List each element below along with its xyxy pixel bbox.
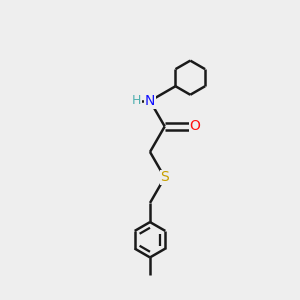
Text: O: O [190,119,200,134]
Text: N: N [145,94,155,108]
Text: H: H [132,94,141,107]
Text: S: S [160,170,169,184]
